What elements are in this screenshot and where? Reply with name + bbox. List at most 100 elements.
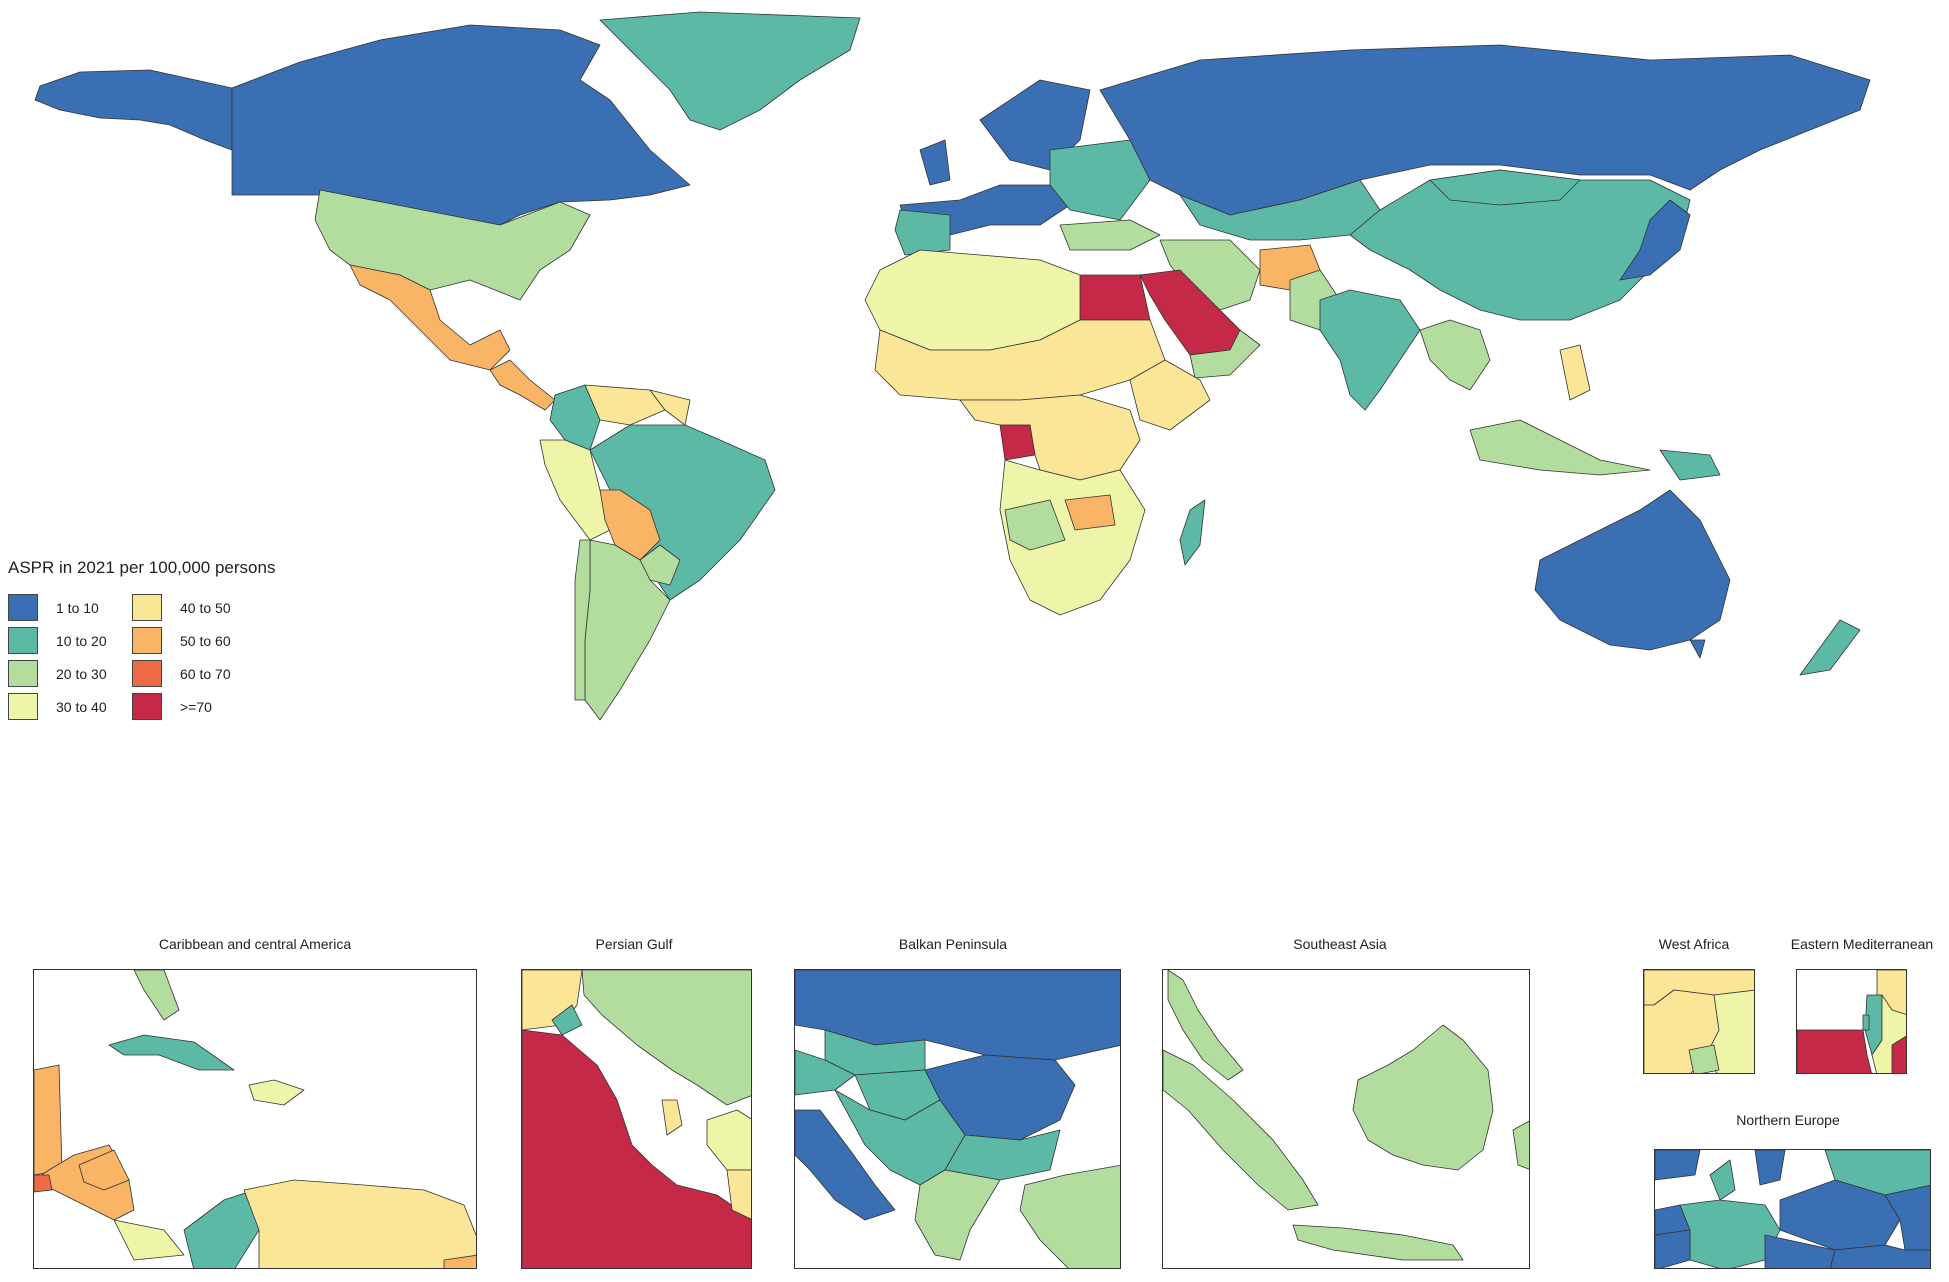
region-greenland <box>599 11 861 131</box>
legend-item: 40 to 50 <box>132 594 252 621</box>
region-sulawesi <box>1512 1120 1529 1170</box>
region-czechia <box>1764 1234 1836 1268</box>
legend-swatch <box>8 627 38 654</box>
region-saudi-gulf <box>522 1029 751 1268</box>
legend-label: 50 to 60 <box>180 632 231 649</box>
inset-title-southeast-asia: Southeast Asia <box>1293 936 1387 952</box>
region-poland-balkan <box>795 970 1120 1061</box>
region-turkey <box>1059 219 1161 251</box>
inset-balkan <box>794 969 1121 1269</box>
region-india <box>1319 289 1421 411</box>
region-java <box>1292 1224 1464 1261</box>
region-panama <box>113 1219 185 1261</box>
legend-item: 60 to 70 <box>132 660 252 687</box>
region-poland <box>1779 1179 1901 1251</box>
region-united-states <box>314 189 591 301</box>
region-mexico-inset <box>34 1064 63 1176</box>
region-nicaragua <box>78 1149 130 1191</box>
inset-eastern-med <box>1796 969 1907 1074</box>
region-trinidad <box>443 1254 476 1268</box>
legend-title: ASPR in 2021 per 100,000 persons <box>8 558 276 577</box>
region-turkey-balkan <box>1019 1164 1120 1268</box>
region-saudi-inset <box>1891 1035 1906 1073</box>
inset-caribbean <box>33 969 477 1269</box>
region-sierra-leone <box>1688 1044 1720 1073</box>
inset-persian-gulf <box>521 969 752 1269</box>
legend-swatch <box>132 693 162 720</box>
region-el-salvador <box>34 1174 53 1193</box>
region-oman-gulf <box>726 1169 751 1220</box>
region-venezuela-inset <box>243 1179 476 1268</box>
region-greece <box>914 1169 1001 1261</box>
region-italy-balkan <box>795 1109 896 1221</box>
region-mali-inset <box>1703 989 1754 1073</box>
region-colombia-inset <box>183 1189 260 1268</box>
region-australia <box>1534 489 1731 651</box>
region-philippines <box>1559 344 1591 401</box>
region-palestine <box>1862 1014 1870 1031</box>
legend-label: >=70 <box>180 698 212 715</box>
legend-label: 1 to 10 <box>56 599 99 616</box>
region-north-africa <box>864 249 1081 351</box>
inset-title-persian-gulf: Persian Gulf <box>595 936 673 952</box>
region-hispaniola <box>248 1079 305 1106</box>
region-uae <box>706 1109 751 1171</box>
legend: ASPR in 2021 per 100,000 persons 1 to 10… <box>8 558 275 720</box>
legend-item: >=70 <box>132 693 252 720</box>
region-cuba <box>108 1034 235 1071</box>
region-tasmania <box>1689 639 1706 659</box>
inset-title-caribbean: Caribbean and central America <box>158 936 352 952</box>
inset-title-west-africa: West Africa <box>1658 936 1730 952</box>
legend-swatch <box>132 594 162 621</box>
region-uk <box>919 139 951 186</box>
region-borneo <box>1352 1024 1494 1171</box>
legend-swatch <box>8 693 38 720</box>
region-central-america <box>489 359 556 411</box>
region-mongolia <box>1429 169 1581 206</box>
inset-title-northern-europe: Northern Europe <box>1736 1112 1840 1128</box>
region-indonesia <box>1469 419 1651 476</box>
region-belgium <box>1655 1229 1691 1268</box>
region-horn-of-africa <box>1129 359 1211 431</box>
inset-northern-europe <box>1654 1149 1931 1269</box>
region-alaska <box>34 69 233 151</box>
legend-label: 40 to 50 <box>180 599 231 616</box>
legend-swatch <box>132 627 162 654</box>
region-venezuela <box>584 384 666 426</box>
inset-title-balkan: Balkan Peninsula <box>898 936 1008 952</box>
legend-item: 30 to 40 <box>8 693 128 720</box>
region-new-zealand <box>1799 619 1861 676</box>
region-iran <box>1159 239 1261 311</box>
region-central-africa <box>959 394 1141 481</box>
region-ukraine-ne <box>1830 1244 1930 1268</box>
region-egypt-inset <box>1797 1029 1872 1073</box>
legend-item: 50 to 60 <box>132 627 252 654</box>
region-se-asia-mainland <box>1419 319 1491 391</box>
legend-item: 1 to 10 <box>8 594 128 621</box>
region-chile <box>574 539 591 701</box>
region-kuwait <box>551 1004 583 1036</box>
world-map <box>34 11 1871 721</box>
region-mexico <box>349 264 511 371</box>
legend-label: 30 to 40 <box>56 698 107 715</box>
region-angola <box>1004 499 1066 551</box>
region-egypt <box>1079 274 1151 321</box>
legend-label: 60 to 70 <box>180 665 231 682</box>
region-bolivia <box>599 489 661 561</box>
inset-west-africa <box>1643 969 1755 1074</box>
region-iran-gulf <box>581 970 751 1106</box>
legend-swatch <box>132 660 162 687</box>
region-canada <box>231 24 691 226</box>
region-florida <box>133 970 180 1021</box>
region-japan <box>1619 199 1691 281</box>
region-sweden <box>1754 1150 1786 1186</box>
legend-label: 10 to 20 <box>56 632 107 649</box>
region-denmark <box>1709 1159 1736 1201</box>
region-papua-new-guinea <box>1659 449 1721 481</box>
region-malay-peninsula <box>1167 970 1244 1081</box>
legend-swatch <box>8 594 38 621</box>
region-gabon <box>999 424 1036 461</box>
legend-item: 10 to 20 <box>8 627 128 654</box>
region-madagascar <box>1179 499 1206 566</box>
region-iberia <box>894 209 951 256</box>
